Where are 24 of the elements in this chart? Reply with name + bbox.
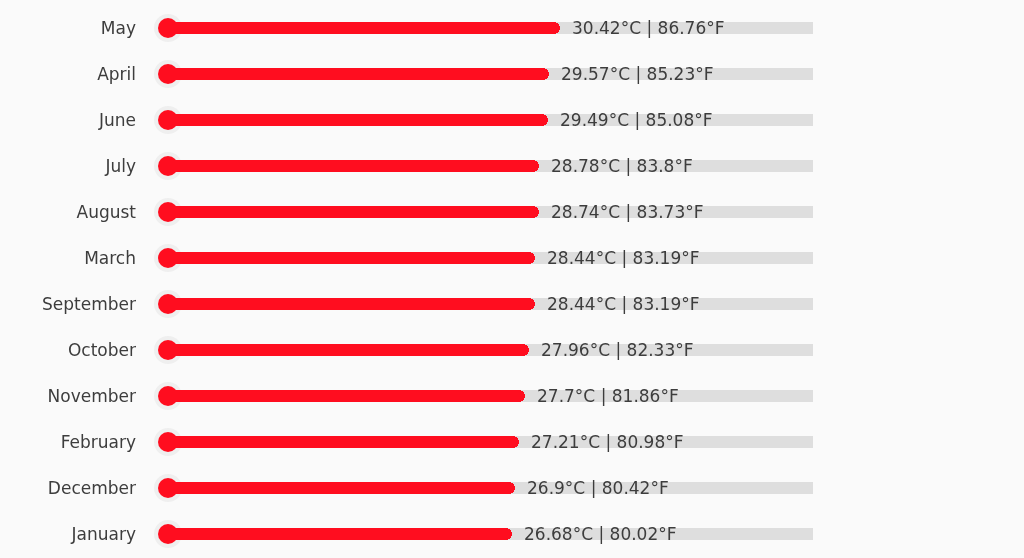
y-tick-label: March bbox=[84, 247, 136, 268]
y-tick-label: August bbox=[76, 201, 137, 222]
y-tick-label: February bbox=[60, 431, 136, 452]
data-label: 26.68°C | 80.02°F bbox=[524, 524, 677, 544]
data-label: 30.42°C | 86.76°F bbox=[572, 18, 725, 38]
y-tick-label: May bbox=[100, 17, 136, 38]
data-label: 29.49°C | 85.08°F bbox=[560, 110, 713, 130]
y-tick-label: December bbox=[47, 477, 137, 498]
data-label: 27.7°C | 81.86°F bbox=[537, 386, 679, 406]
y-tick-label: October bbox=[67, 339, 136, 360]
data-label: 28.78°C | 83.8°F bbox=[551, 156, 693, 176]
y-tick-label: September bbox=[42, 293, 137, 314]
data-label: 28.74°C | 83.73°F bbox=[551, 202, 704, 222]
data-label: 29.57°C | 85.23°F bbox=[561, 64, 714, 84]
data-label: 28.44°C | 83.19°F bbox=[547, 248, 700, 268]
data-label: 28.44°C | 83.19°F bbox=[547, 294, 700, 314]
data-label: 27.96°C | 82.33°F bbox=[541, 340, 694, 360]
data-label: 26.9°C | 80.42°F bbox=[527, 478, 669, 498]
y-tick-label: November bbox=[47, 385, 137, 406]
data-label: 27.21°C | 80.98°F bbox=[531, 432, 684, 452]
y-tick-label: January bbox=[70, 523, 136, 544]
y-tick-label: April bbox=[97, 63, 136, 84]
y-tick-label: July bbox=[104, 155, 136, 176]
y-tick-label: June bbox=[97, 109, 136, 130]
